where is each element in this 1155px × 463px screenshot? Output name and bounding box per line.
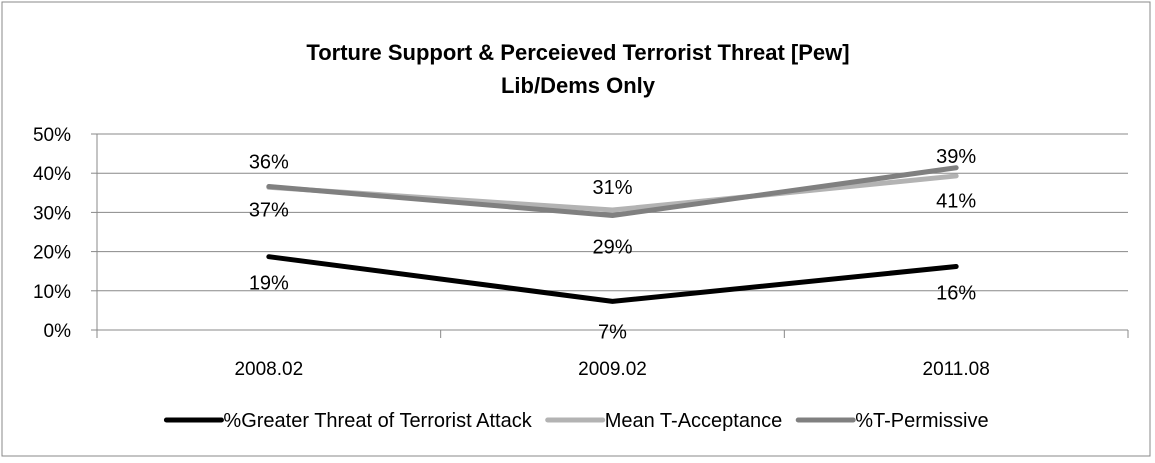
data-label: 31% bbox=[592, 177, 632, 199]
axes: 0% 10% 20% 30% 40% 50% 2008.02 2009.02 2011.08 bbox=[33, 125, 1129, 380]
y-tick-label: 30% bbox=[33, 203, 71, 224]
chart-subtitle: Lib/Dems Only bbox=[501, 73, 656, 98]
series-lines bbox=[266, 165, 959, 304]
legend-item-2: %T-Permissive bbox=[795, 410, 989, 432]
x-tick-label: 2009.02 bbox=[578, 359, 647, 380]
data-label: 39% bbox=[936, 146, 976, 168]
y-tick-label: 20% bbox=[33, 243, 71, 264]
data-label: 41% bbox=[936, 191, 976, 213]
y-tick-label: 40% bbox=[33, 164, 71, 185]
legend-label: %Greater Threat of Terrorist Attack bbox=[223, 410, 532, 432]
data-label: 37% bbox=[249, 200, 289, 222]
y-tick-label: 10% bbox=[33, 282, 71, 303]
y-tick-label: 50% bbox=[33, 125, 71, 146]
legend-label: Mean T-Acceptance bbox=[605, 410, 783, 432]
data-label: 29% bbox=[592, 237, 632, 259]
data-label: 36% bbox=[249, 151, 289, 173]
data-label: 19% bbox=[249, 273, 289, 295]
series-line-2 bbox=[266, 165, 959, 219]
x-tick-label: 2011.08 bbox=[923, 359, 990, 380]
legend-item-1: Mean T-Acceptance bbox=[545, 410, 783, 432]
data-label: 16% bbox=[936, 282, 976, 304]
series-line-0 bbox=[266, 254, 959, 304]
legend-item-0: %Greater Threat of Terrorist Attack bbox=[163, 410, 533, 432]
x-tick-label: 2008.02 bbox=[234, 359, 303, 380]
legend-label: %T-Permissive bbox=[855, 410, 988, 432]
chart-title: Torture Support & Perceieved Terrorist T… bbox=[306, 40, 849, 65]
legend: %Greater Threat of Terrorist Attack Mean … bbox=[163, 410, 989, 432]
data-label: 7% bbox=[598, 321, 627, 343]
data-labels: 19% 7% 16% 36% 31% 39% 37% 29% 41% bbox=[249, 146, 977, 343]
y-tick-label: 0% bbox=[44, 321, 72, 342]
